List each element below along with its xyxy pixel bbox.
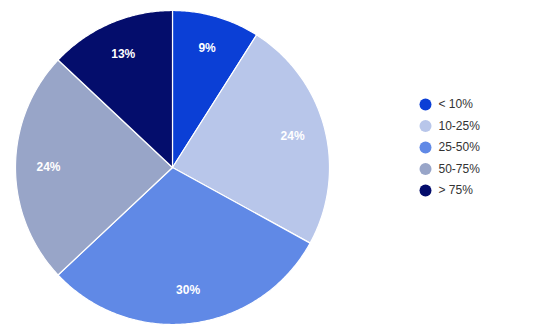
svg-text:24%: 24% xyxy=(36,160,60,174)
svg-text:30%: 30% xyxy=(176,283,200,297)
svg-text:24%: 24% xyxy=(281,129,305,143)
svg-text:13%: 13% xyxy=(111,47,135,61)
svg-text:10-25%: 10-25% xyxy=(439,119,481,133)
svg-text:25-50%: 25-50% xyxy=(439,140,481,154)
svg-text:9%: 9% xyxy=(198,41,216,55)
svg-text:< 10%: < 10% xyxy=(439,97,474,111)
svg-text:> 75%: > 75% xyxy=(439,183,474,197)
svg-text:50-75%: 50-75% xyxy=(439,162,481,176)
